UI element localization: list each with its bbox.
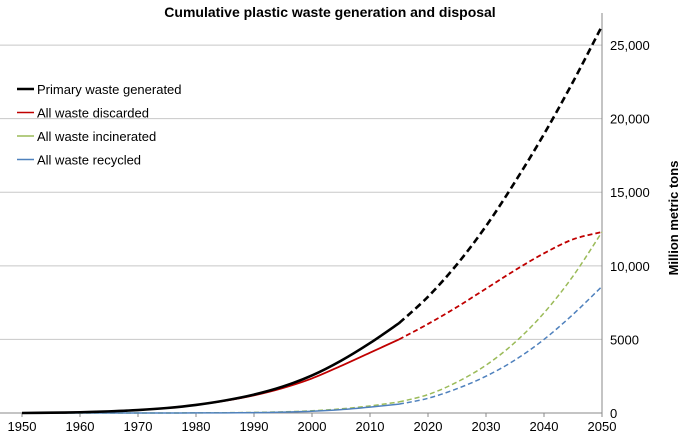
series-all-waste-incinerated <box>21 231 603 414</box>
legend: Primary waste generated All waste discard… <box>17 82 182 168</box>
series-all-waste-discarded <box>21 231 603 414</box>
x-tick-label: 2040 <box>530 419 559 434</box>
y-tick-label: 20,000 <box>610 112 650 127</box>
x-tick-label: 1980 <box>182 419 211 434</box>
y-tick-label: 10,000 <box>610 259 650 274</box>
x-axis-ticks: 1950 1960 1970 1980 1990 2000 2010 2020 2030 2040… <box>8 413 617 434</box>
y-tick-label: 25,000 <box>610 38 650 53</box>
legend-label: All waste recycled <box>37 153 141 168</box>
y-axis-ticks: 0 5000 10,000 15,000 20,000 25,000 <box>610 38 650 421</box>
legend-label: Primary waste generated <box>37 82 182 97</box>
gridlines <box>0 13 603 414</box>
series-all-waste-recycled <box>21 285 603 414</box>
y-tick-label: 5000 <box>610 332 639 347</box>
x-tick-label: 1960 <box>66 419 95 434</box>
y-axis-label: Million metric tons <box>666 161 680 276</box>
x-tick-label: 1970 <box>124 419 153 434</box>
x-tick-label: 1990 <box>240 419 269 434</box>
x-tick-label: 2030 <box>472 419 501 434</box>
x-tick-label: 2010 <box>356 419 385 434</box>
series-line-projected <box>398 231 603 341</box>
series-line-historical <box>21 322 400 415</box>
series-line-projected <box>398 231 603 403</box>
series-line-projected <box>398 285 603 405</box>
y-tick-label: 0 <box>610 406 617 421</box>
x-tick-label: 2020 <box>414 419 443 434</box>
x-tick-label: 1950 <box>8 419 37 434</box>
chart-title: Cumulative plastic waste generation and … <box>164 4 495 20</box>
x-tick-label: 2050 <box>588 419 617 434</box>
series-line-projected <box>398 25 604 325</box>
legend-label: All waste incinerated <box>37 129 156 144</box>
y-tick-label: 15,000 <box>610 185 650 200</box>
series-primary-waste-generated <box>21 25 604 415</box>
legend-label: All waste discarded <box>37 106 149 121</box>
x-tick-label: 2000 <box>298 419 327 434</box>
series-lines <box>21 25 604 415</box>
